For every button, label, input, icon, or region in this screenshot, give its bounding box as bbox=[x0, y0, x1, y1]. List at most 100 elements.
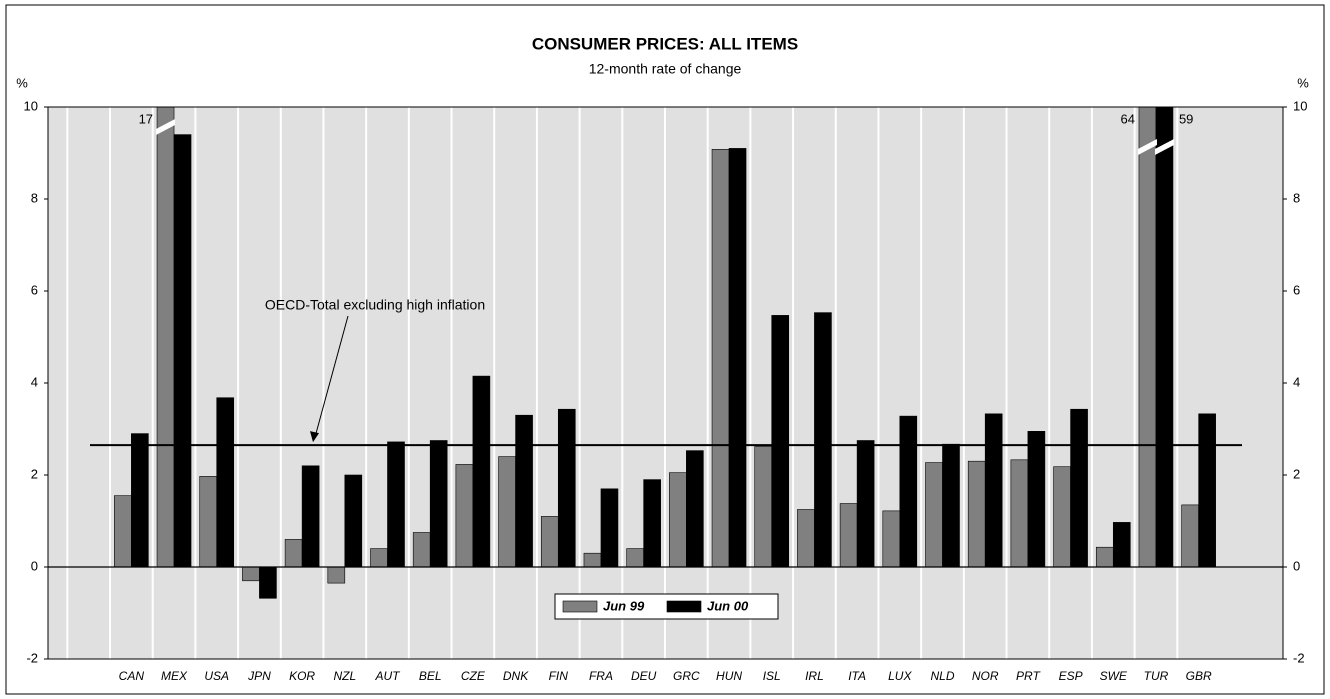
bar bbox=[301, 465, 320, 568]
x-tick-label: NZL bbox=[333, 669, 356, 683]
x-tick-label: SWE bbox=[1100, 669, 1128, 683]
bar bbox=[242, 566, 260, 582]
overlay: -2 -2 0 0 2 2 4 4 6 6 8 8 10 10 CAN MEX 17 USA JPN KOR NZL AU… bbox=[24, 98, 1308, 683]
y-tick-label: -2 bbox=[26, 650, 38, 665]
x-tick-label: ITA bbox=[848, 669, 866, 683]
y2-tick-label: -2 bbox=[1293, 650, 1305, 665]
x-tick-label: CZE bbox=[461, 669, 486, 683]
x-tick-label: FRA bbox=[589, 669, 613, 683]
x-tick-label: MEX bbox=[161, 669, 188, 683]
bar bbox=[856, 440, 875, 568]
x-tick-label: LUX bbox=[888, 669, 912, 683]
axis-break bbox=[1137, 139, 1157, 155]
x-tick-label: NOR bbox=[972, 669, 999, 683]
y-tick-label: 0 bbox=[31, 558, 38, 573]
bar bbox=[199, 476, 218, 568]
y-tick-label: 2 bbox=[31, 466, 38, 481]
bar bbox=[643, 479, 661, 568]
bar bbox=[387, 441, 405, 568]
bar bbox=[131, 433, 149, 568]
bar bbox=[173, 134, 192, 568]
bar bbox=[814, 312, 832, 568]
y-tick-label: 8 bbox=[31, 190, 38, 205]
plot-border bbox=[47, 106, 1284, 660]
bar bbox=[1010, 459, 1029, 568]
y2-tick-label: 2 bbox=[1293, 466, 1300, 481]
bar bbox=[771, 315, 790, 568]
bar bbox=[686, 450, 704, 568]
bar bbox=[626, 548, 644, 568]
x-tick-label: ISL bbox=[763, 669, 781, 683]
y2-tick-label: 10 bbox=[1293, 98, 1307, 113]
reference-arrow bbox=[314, 315, 349, 438]
x-tick-label: HUN bbox=[716, 669, 742, 683]
value-label: 17 bbox=[139, 111, 153, 126]
x-tick-label: USA bbox=[204, 669, 229, 683]
y2-tick-label: 4 bbox=[1293, 374, 1300, 389]
bar bbox=[557, 408, 576, 568]
arrow-head bbox=[310, 431, 319, 443]
x-tick-label: TUR bbox=[1144, 669, 1169, 683]
bar bbox=[216, 397, 235, 568]
x-tick-label: CAN bbox=[119, 669, 145, 683]
bar bbox=[259, 566, 277, 599]
legend-swatch bbox=[666, 600, 702, 613]
y2-axis-label: % bbox=[1297, 75, 1309, 90]
bar bbox=[583, 552, 602, 568]
bar bbox=[472, 375, 491, 568]
x-tick-label: DNK bbox=[503, 669, 529, 683]
x-tick-label: DEU bbox=[631, 669, 657, 683]
bar bbox=[540, 516, 559, 568]
bars bbox=[114, 107, 1216, 599]
bar bbox=[412, 532, 431, 568]
x-tick-label: NLD bbox=[930, 669, 954, 683]
bar bbox=[1070, 408, 1088, 568]
bar bbox=[711, 149, 730, 568]
bar bbox=[344, 474, 363, 568]
x-tick-label: GRC bbox=[673, 669, 700, 683]
bar bbox=[797, 509, 815, 568]
bar bbox=[515, 414, 533, 568]
bar bbox=[942, 443, 960, 568]
bar bbox=[669, 472, 687, 568]
reference-label: OECD-Total excluding high inflation bbox=[265, 297, 485, 313]
value-label: 59 bbox=[1179, 111, 1193, 126]
chart-title: CONSUMER PRICES: ALL ITEMS bbox=[532, 34, 798, 53]
axis-break bbox=[1154, 139, 1174, 155]
bar bbox=[114, 495, 132, 568]
x-tick-label: GBR bbox=[1186, 669, 1212, 683]
bar bbox=[728, 148, 747, 568]
bar bbox=[967, 460, 986, 568]
legend-label: Jun 00 bbox=[707, 598, 749, 613]
y2-tick-label: 0 bbox=[1293, 558, 1300, 573]
legend-label: Jun 99 bbox=[603, 598, 645, 613]
bar bbox=[284, 539, 303, 568]
bar bbox=[429, 440, 448, 568]
x-tick-label: IRL bbox=[805, 669, 824, 683]
y-axis-label: % bbox=[16, 75, 28, 90]
y-tick-label: 10 bbox=[24, 98, 38, 113]
bar bbox=[882, 510, 901, 568]
bar bbox=[984, 413, 1003, 568]
bar bbox=[600, 488, 619, 568]
x-tick-label: ESP bbox=[1059, 669, 1083, 683]
bar bbox=[498, 456, 516, 568]
x-tick-label: BEL bbox=[419, 669, 442, 683]
y2-tick-label: 8 bbox=[1293, 190, 1300, 205]
bar bbox=[370, 548, 388, 568]
x-tick-label: FIN bbox=[549, 669, 569, 683]
bar bbox=[327, 566, 346, 584]
value-label: 64 bbox=[1120, 111, 1134, 126]
axis-break bbox=[156, 119, 176, 135]
bar bbox=[455, 464, 474, 568]
y-tick-label: 6 bbox=[31, 282, 38, 297]
x-tick-label: JPN bbox=[247, 669, 271, 683]
bar bbox=[899, 415, 918, 568]
y2-tick-label: 6 bbox=[1293, 282, 1300, 297]
bar bbox=[925, 462, 943, 568]
y-tick-label: 4 bbox=[31, 374, 38, 389]
bar bbox=[839, 503, 858, 568]
bar bbox=[1112, 522, 1131, 568]
